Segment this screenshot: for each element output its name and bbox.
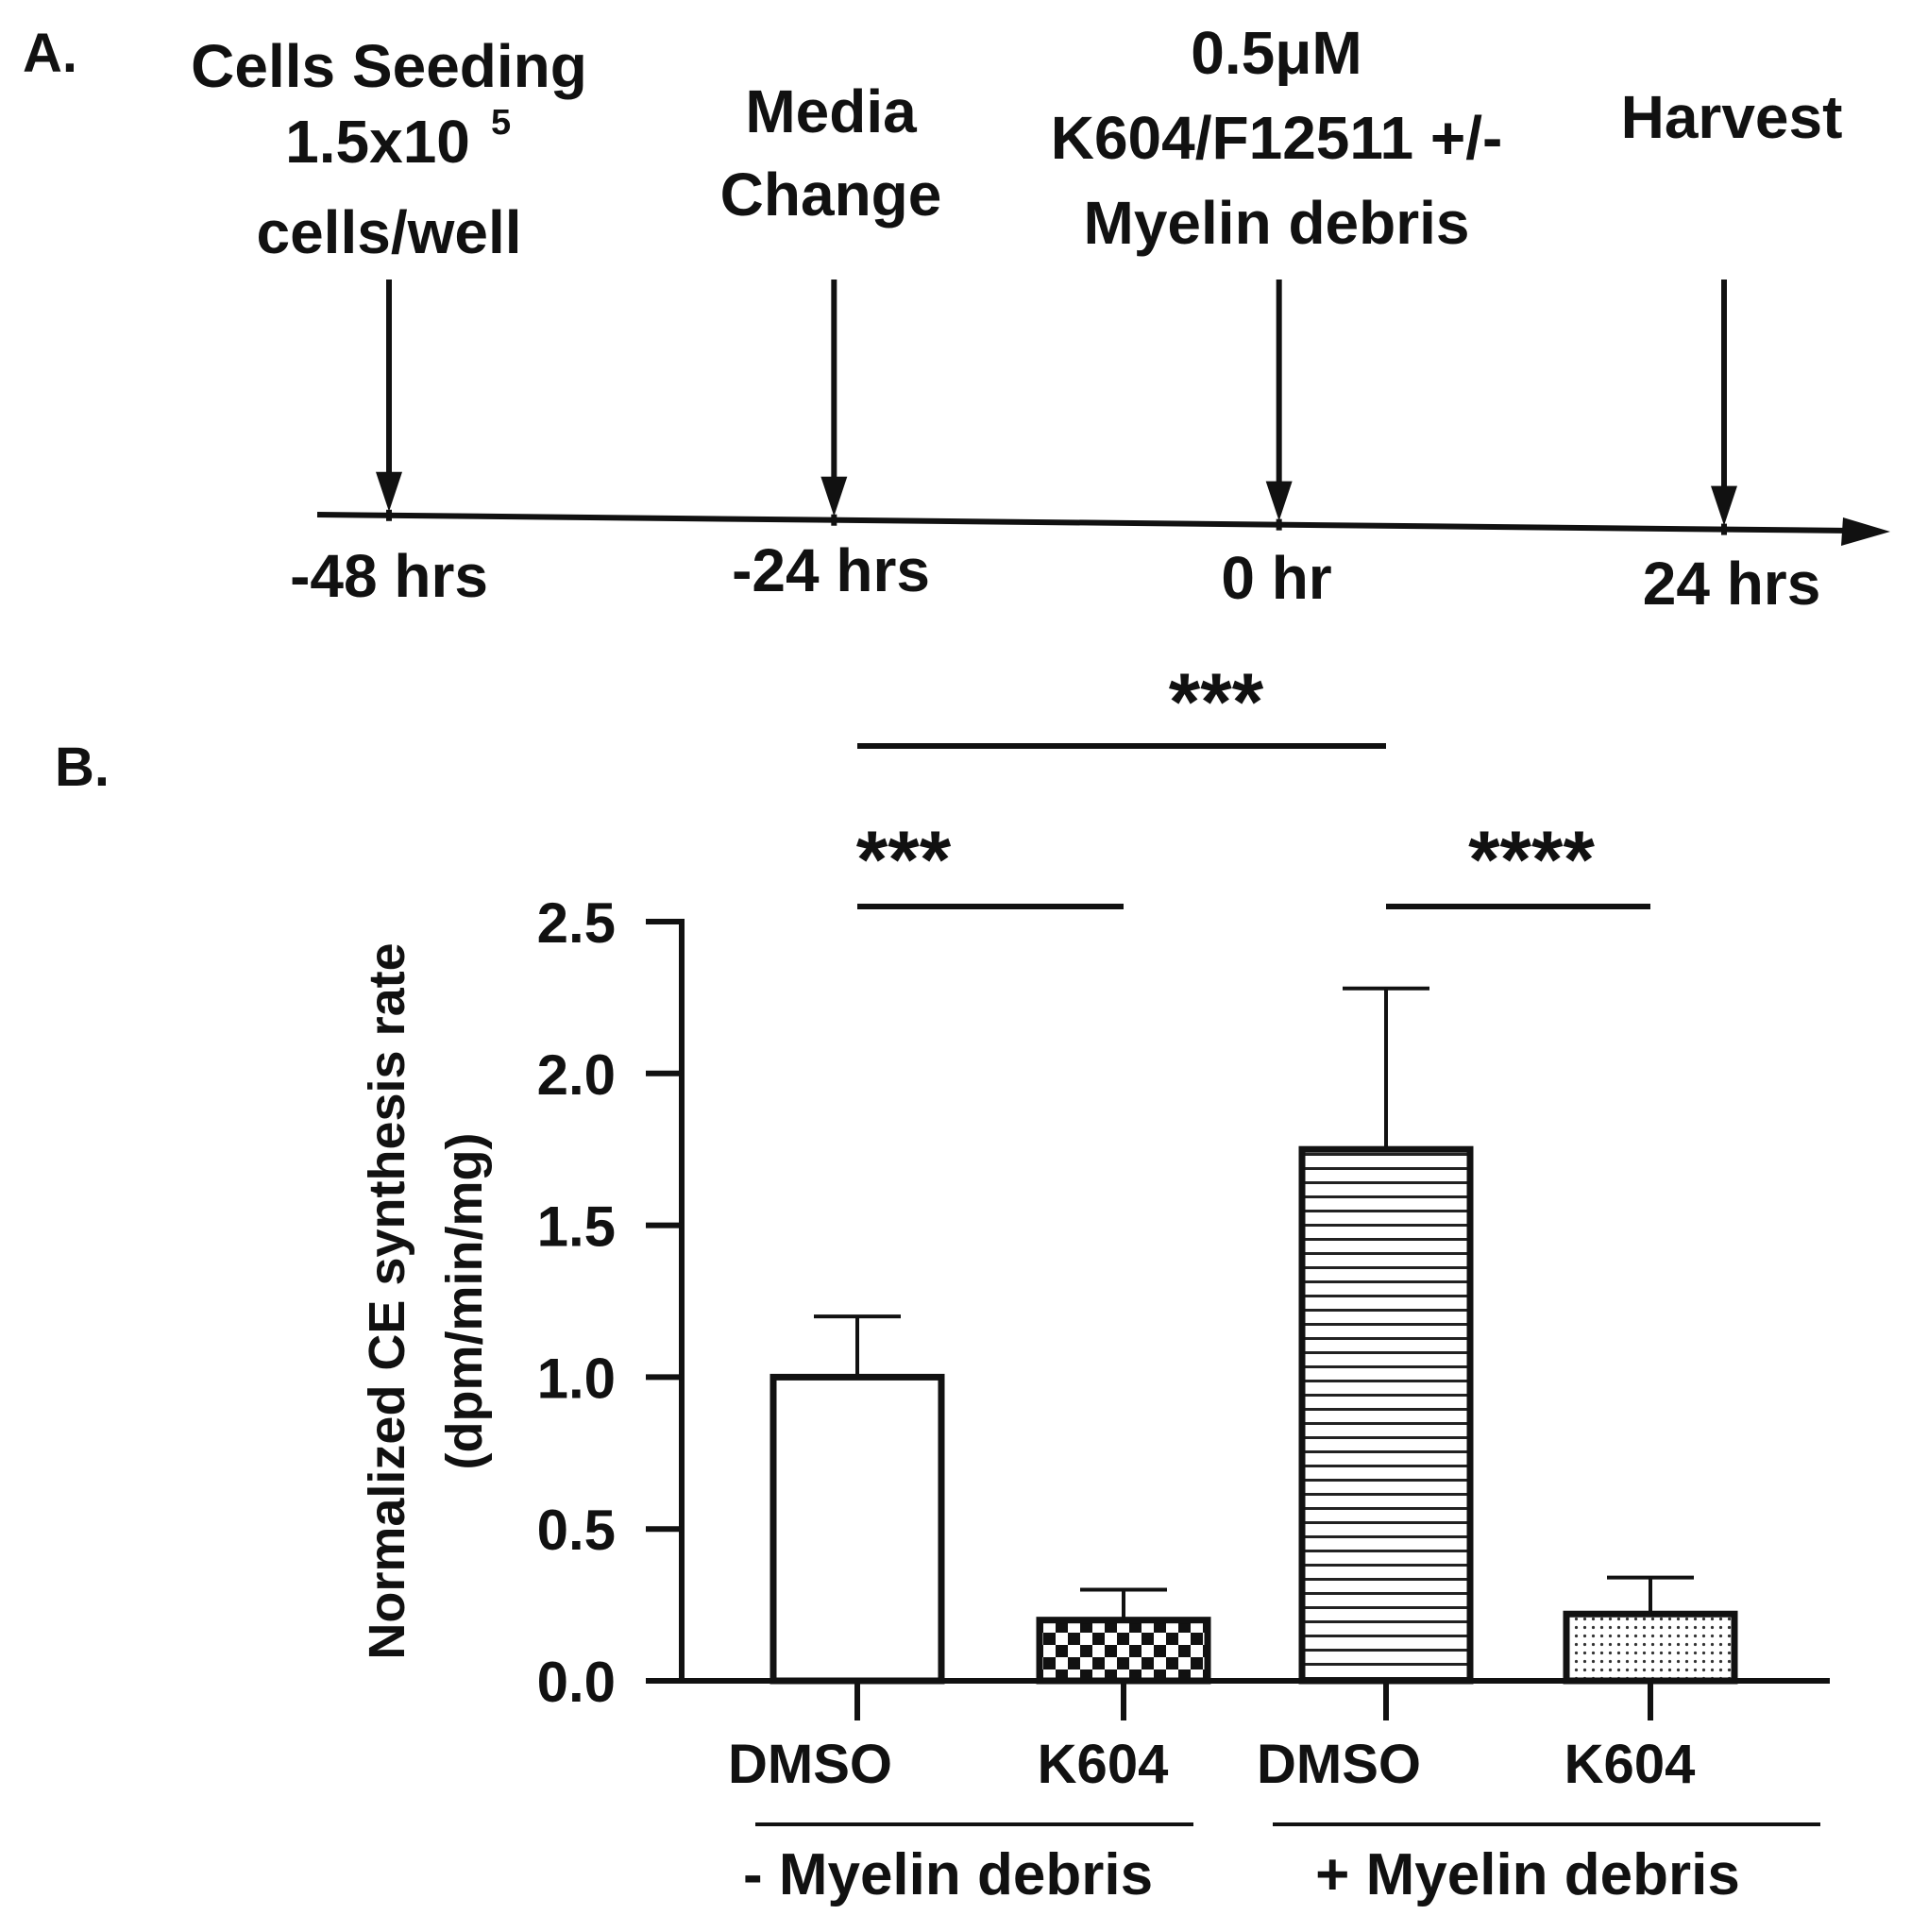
y-tick-label: 0.5	[537, 1499, 616, 1562]
group-label-text: + Myelin debris	[1315, 1842, 1740, 1907]
significance-stars: ***	[856, 815, 952, 906]
timeline-event-label: 0.5μM	[1191, 19, 1361, 87]
y-tick-label: 1.5	[537, 1195, 616, 1259]
timeline-panel: A. Cells Seeding 1.5x10 5 cells/well -48 hrs…	[23, 19, 1890, 618]
x-axis: DMSO K604 DMSO K604	[682, 1678, 1830, 1795]
timeline-event-label: Cells Seeding	[191, 32, 587, 100]
timeline-event-label: Change	[720, 161, 942, 229]
timeline-event-label: K604/F12511 +/-	[1051, 104, 1503, 172]
timeline-axis	[316, 512, 1890, 546]
significance-brackets: *** *******	[856, 657, 1650, 909]
y-axis-title-line: Normalized CE synthesis rate	[359, 942, 415, 1659]
significance-bracket: ***	[856, 815, 1124, 909]
y-axis: 0.0 0.5 1.0 1.5 2.0 2.5	[537, 891, 685, 1714]
bar	[1036, 1617, 1211, 1685]
timeline-event-label: 1.5x10	[285, 108, 470, 176]
bar-group	[769, 1314, 945, 1685]
timeline-time-label: 0 hr	[1221, 544, 1331, 612]
timeline-time-label: -24 hrs	[732, 536, 930, 604]
timeline-event: Harvest 24 hrs	[1621, 83, 1843, 618]
y-axis-title: Normalized CE synthesis rate (dpm/min/mg)	[359, 942, 493, 1659]
timeline-arrow	[1711, 280, 1737, 526]
timeline-event: 0.5μM K604/F12511 +/- Myelin debris 0 hr	[1051, 19, 1503, 612]
timeline-event-label: Harvest	[1621, 83, 1843, 151]
significance-bracket: ***	[857, 657, 1386, 749]
y-tick-label: 0.0	[537, 1651, 616, 1714]
bar-group	[1298, 986, 1474, 1685]
timeline-time-label: 24 hrs	[1643, 550, 1821, 618]
y-tick-label: 2.0	[537, 1043, 616, 1107]
significance-bracket: ****	[1386, 815, 1650, 909]
y-tick-label: 1.0	[537, 1347, 616, 1410]
group-label: - Myelin debris	[743, 1822, 1193, 1907]
bar	[769, 1373, 945, 1685]
group-label: + Myelin debris	[1273, 1822, 1820, 1907]
timeline-event: Media Change -24 hrs	[720, 77, 942, 604]
x-tick-label: K604	[1564, 1734, 1696, 1795]
bar	[1563, 1610, 1738, 1685]
x-tick-label: DMSO	[1257, 1734, 1421, 1795]
timeline-arrow	[820, 280, 848, 517]
panel-a-label: A.	[23, 23, 77, 84]
timeline-arrow	[1265, 280, 1293, 521]
timeline-arrow	[376, 280, 402, 512]
bar	[1298, 1145, 1474, 1685]
bar-chart-panel: B. Normalized CE synthesis rate (dpm/min/…	[55, 657, 1830, 1907]
x-tick-label: K604	[1038, 1734, 1169, 1795]
group-label-text: - Myelin debris	[743, 1842, 1153, 1907]
timeline-time-label: -48 hrs	[290, 542, 488, 610]
y-tick-label: 2.5	[537, 891, 616, 955]
timeline-event-label: Media	[745, 77, 917, 145]
group-labels: - Myelin debris + Myelin debris	[743, 1822, 1820, 1907]
timeline-event: Cells Seeding 1.5x10 5 cells/well -48 hrs	[191, 32, 587, 610]
bars	[769, 986, 1738, 1685]
x-tick-label: DMSO	[728, 1734, 892, 1795]
y-axis-title-line: (dpm/min/mg)	[436, 1133, 493, 1470]
timeline-event-superscript: 5	[491, 103, 511, 143]
significance-stars: ***	[1169, 657, 1264, 748]
panel-b-label: B.	[55, 737, 110, 798]
timeline-event-label: Myelin debris	[1084, 189, 1470, 257]
significance-stars: ****	[1468, 815, 1595, 906]
bar-group	[1563, 1575, 1738, 1685]
timeline-event-label: cells/well	[256, 198, 521, 266]
bar-group	[1036, 1587, 1211, 1685]
